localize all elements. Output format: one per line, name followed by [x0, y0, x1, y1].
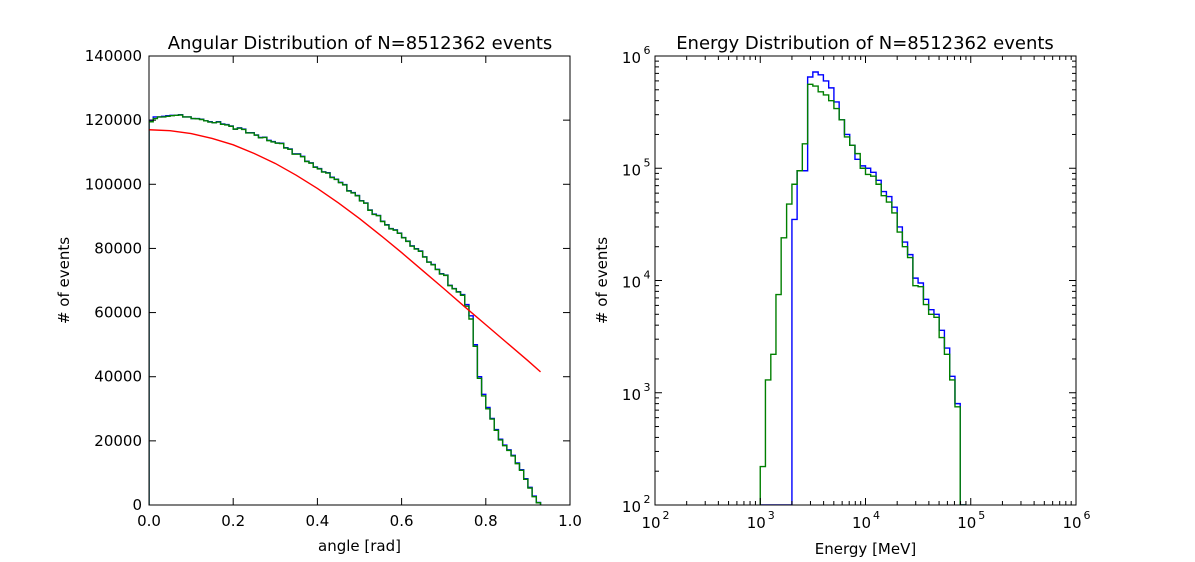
- y-tick-label: 80000: [94, 239, 142, 257]
- series-2-line: [759, 83, 966, 505]
- x-tick-label: 0.4: [305, 512, 329, 530]
- x-tick-label: 10: [1062, 514, 1081, 532]
- chart-title: Angular Distribution of N=8512362 events: [168, 33, 553, 54]
- y-tick-label: 10: [622, 161, 641, 179]
- x-tick-label: 0.8: [474, 512, 498, 530]
- y-axis-label: # of events: [55, 237, 73, 324]
- x-tick-label: 10: [957, 514, 976, 532]
- y-tick-exponent: 5: [644, 156, 651, 169]
- x-tick-label: 10: [852, 514, 871, 532]
- y-tick-label: 60000: [94, 304, 142, 322]
- x-tick-label: 0.2: [221, 512, 245, 530]
- y-tick-exponent: 2: [644, 493, 651, 506]
- y-tick-exponent: 4: [644, 269, 651, 282]
- y-tick-label: 140000: [85, 47, 142, 65]
- chart-title: Energy Distribution of N=8512362 events: [676, 33, 1054, 54]
- y-tick-label: 10: [622, 49, 641, 67]
- x-tick-exponent: 6: [1084, 509, 1091, 522]
- y-tick-label: 10: [622, 386, 641, 404]
- x-tick-label: 10: [641, 514, 660, 532]
- series-2-line: [149, 114, 542, 505]
- y-tick-label: 20000: [94, 432, 142, 450]
- y-tick-label: 120000: [85, 111, 142, 129]
- series-3-line: [149, 129, 541, 373]
- axis-ticks: 10 2 10 3 10 4 10 5 10 610 210 310 410 510 6: [622, 44, 1091, 532]
- y-tick-exponent: 6: [644, 44, 651, 57]
- x-tick-exponent: 4: [873, 509, 880, 522]
- x-tick-label: 0.6: [390, 512, 414, 530]
- x-tick-exponent: 5: [978, 509, 985, 522]
- plot-data: [759, 71, 966, 505]
- x-tick-exponent: 2: [663, 509, 670, 522]
- plot-frame: [148, 55, 571, 506]
- y-tick-label: 10: [622, 274, 641, 292]
- x-tick-label: 1.0: [558, 512, 582, 530]
- y-axis-label: # of events: [593, 237, 611, 324]
- y-tick-exponent: 3: [644, 381, 651, 394]
- y-tick-label: 0: [132, 496, 142, 514]
- x-axis-label: angle [rad]: [318, 537, 401, 555]
- x-tick-label: 10: [747, 514, 766, 532]
- energy-distribution-chart: Energy Distribution of N=8512362 events …: [593, 33, 1091, 558]
- y-tick-label: 40000: [94, 368, 142, 386]
- plot-data: [149, 113, 542, 505]
- y-tick-label: 10: [622, 498, 641, 516]
- angular-distribution-chart: Angular Distribution of N=8512362 events…: [55, 33, 582, 555]
- x-tick-exponent: 3: [768, 509, 775, 522]
- axis-ticks: 0.0 0.2 0.4 0.6 0.8 1.0 0 20000 40000 60000 80000 1…: [85, 47, 582, 530]
- y-tick-label: 100000: [85, 175, 142, 193]
- x-tick-label: 0.0: [137, 512, 161, 530]
- x-axis-label: Energy [MeV]: [815, 540, 916, 558]
